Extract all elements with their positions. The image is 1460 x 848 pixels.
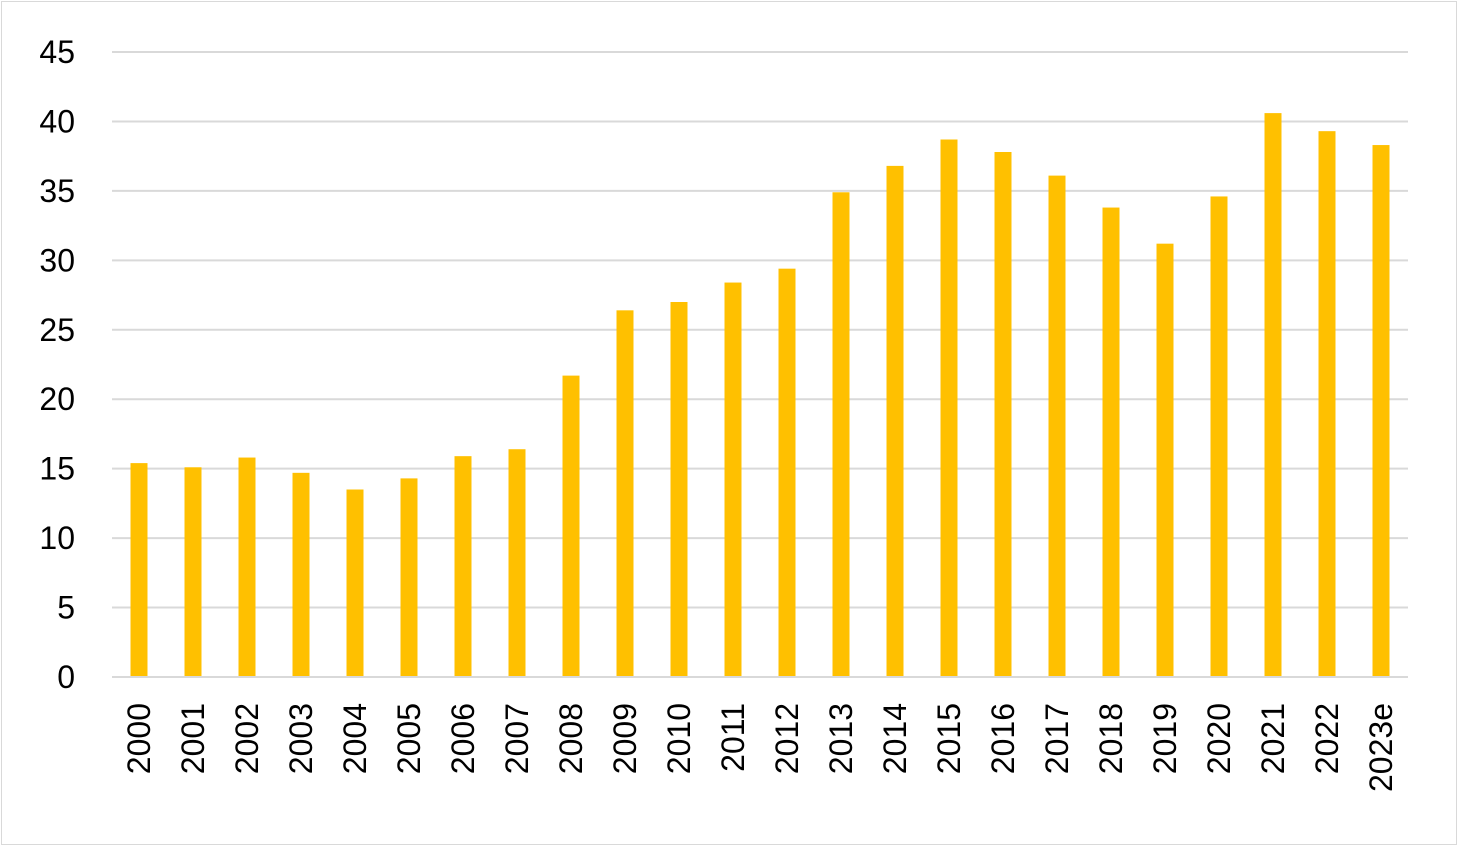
x-tick-label: 2002 [229,703,265,774]
x-tick-label: 2005 [391,703,427,774]
bar [670,302,688,677]
x-tick-label: 2020 [1201,703,1237,774]
bar [1264,113,1282,678]
bar [292,472,310,677]
x-axis-tick-labels: 2000 2001 2002 2003 2004 2005 2006 2007 2008 2009… [121,703,1399,792]
x-tick-label: 2009 [607,703,643,774]
bar [1372,145,1390,678]
y-tick-label: 25 [39,312,75,348]
y-tick-label: 45 [39,34,75,70]
y-tick-label: 15 [39,451,75,487]
y-tick-label: 10 [39,520,75,556]
x-tick-label: 2013 [823,703,859,774]
bar [1156,243,1174,677]
bar [1210,196,1228,677]
x-tick-label: 2023e [1363,703,1399,792]
x-tick-label: 2000 [121,703,157,774]
x-tick-label: 2003 [283,703,319,774]
bar [238,457,256,677]
x-tick-label: 2008 [553,703,589,774]
y-tick-label: 40 [39,103,75,139]
bar [1318,131,1336,677]
y-tick-label: 35 [39,173,75,209]
bar [1048,175,1066,677]
x-tick-label: 2017 [1039,703,1075,774]
gridlines [112,51,1408,609]
bar [886,165,904,677]
bar [616,310,634,677]
x-tick-label: 2018 [1093,703,1129,774]
bar [454,456,472,677]
x-tick-label: 2007 [499,703,535,774]
x-tick-label: 2021 [1255,703,1291,774]
x-tick-label: 2022 [1309,703,1345,774]
y-tick-label: 5 [57,590,75,626]
bar [508,449,526,677]
bar [562,375,580,677]
y-tick-label: 0 [57,659,75,695]
bars [130,113,1390,678]
x-tick-label: 2001 [175,703,211,774]
x-tick-label: 2004 [337,703,373,774]
bar [832,192,850,677]
x-tick-label: 2016 [985,703,1021,774]
bar [184,467,202,677]
x-tick-label: 2014 [877,703,913,774]
bar [400,478,418,677]
x-tick-label: 2019 [1147,703,1183,774]
bar [994,152,1012,677]
y-tick-label: 20 [39,381,75,417]
bar [778,268,796,677]
y-tick-label: 30 [39,242,75,278]
x-tick-label: 2011 [715,703,751,772]
bar [346,489,364,677]
x-tick-label: 2010 [661,703,697,774]
y-axis-tick-labels: 0 5 10 15 20 25 30 35 40 45 [39,34,75,695]
bar [724,282,742,677]
bar [130,463,148,677]
x-tick-label: 2015 [931,703,967,774]
x-tick-label: 2012 [769,703,805,774]
x-tick-label: 2006 [445,703,481,774]
bar [940,139,958,677]
bar [1102,207,1120,678]
